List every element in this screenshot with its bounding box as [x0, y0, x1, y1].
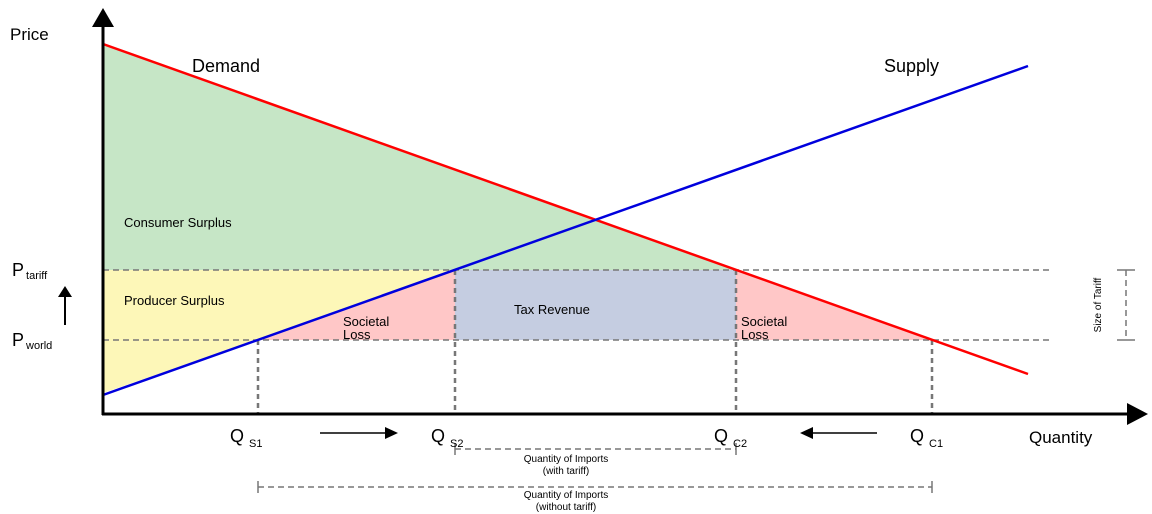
qc1-label: Q C1: [910, 426, 943, 450]
imports-without-tariff-label-line2: (without tariff): [536, 502, 596, 513]
societal-loss-left-label-line2: Loss: [343, 327, 371, 342]
y-axis-arrowhead: [92, 8, 114, 27]
societal-loss-left-label-line1: Societal: [343, 314, 389, 329]
x-axis-label: Quantity: [1029, 428, 1093, 447]
demand-label: Demand: [192, 56, 260, 76]
qs2-label: Q S2: [431, 426, 463, 450]
supply-label: Supply: [884, 56, 939, 76]
tax-revenue-area: [455, 270, 736, 340]
producer-surplus-area: [103, 270, 455, 340]
societal-loss-right-label-line2: Loss: [741, 327, 769, 342]
qc2-label: Q C2: [714, 426, 747, 450]
y-axis-label: Price: [10, 25, 49, 44]
imports-with-tariff-label-line1: Quantity of Imports: [524, 454, 608, 465]
imports-without-tariff-label-line1: Quantity of Imports: [524, 490, 608, 501]
size-of-tariff-label: Size of Tariff: [1093, 277, 1104, 332]
qs1-label: Q S1: [230, 426, 262, 450]
societal-loss-right-label-line1: Societal: [741, 314, 787, 329]
supply-curve: [102, 64, 1029, 397]
x-axis-arrowhead: [1127, 403, 1148, 425]
imports-with-tariff-label-line2: (with tariff): [543, 466, 590, 477]
demand-curve: [102, 42, 1029, 376]
producer-surplus-label: Producer Surplus: [124, 293, 225, 308]
tax-revenue-label: Tax Revenue: [514, 302, 590, 317]
consumer-surplus-label: Consumer Surplus: [124, 215, 232, 230]
